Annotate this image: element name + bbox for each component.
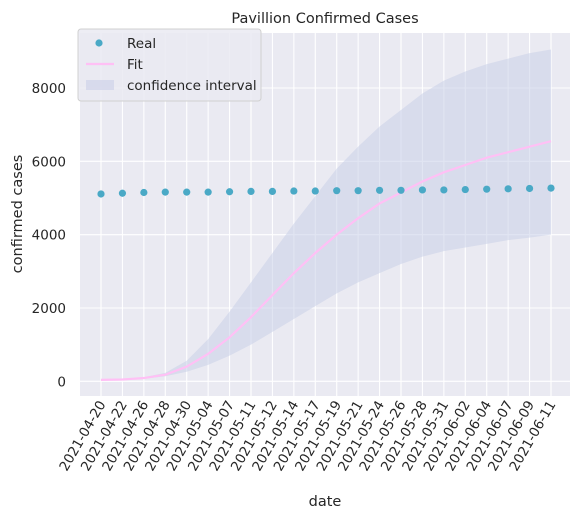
chart-title: Pavillion Confirmed Cases [231,11,418,27]
real-point [397,186,405,194]
fit-line-path [100,140,552,381]
confidence-band-area [101,49,551,381]
x-axis-label: date [309,494,342,510]
legend-real-label: Real [127,36,156,52]
real-point [354,187,362,195]
real-point [375,186,384,194]
y-tick-label: 4000 [32,228,66,244]
real-point [418,186,427,194]
real-point [461,185,469,194]
real-point [97,190,105,198]
real-point [118,189,127,197]
y-tick-labels: 0 2000 4000 6000 8000 [32,81,66,390]
legend-confidence-label: confidence interval [127,78,257,94]
real-point [525,184,534,193]
real-point [333,187,341,195]
y-tick-label: 0 [57,374,66,390]
real-point [161,188,169,196]
real-point [504,185,512,193]
legend-fit-label: Fit [127,57,143,73]
legend-box [77,28,262,102]
y-tick-label: 8000 [32,81,66,97]
real-point [204,188,212,196]
real-point [311,187,319,195]
legend-real-marker [95,39,103,47]
y-axis-label: confirmed cases [10,155,26,274]
legend-confidence-marker [86,80,114,90]
fit-line [100,140,552,381]
real-point [225,188,234,196]
x-tick-labels: 2021-04-202021-04-222021-04-262021-04-28… [56,398,559,474]
real-point [140,188,148,197]
real-point [268,187,277,195]
real-point [183,188,191,196]
real-point [547,184,555,192]
real-point [247,187,255,195]
confidence-band [101,49,551,381]
real-points [97,184,555,198]
y-tick-label: 6000 [32,154,66,170]
real-point [483,185,491,193]
y-tick-label: 2000 [32,301,66,317]
legend: Real Fit confidence interval [77,28,262,102]
real-point [290,187,298,195]
real-point [440,186,448,194]
